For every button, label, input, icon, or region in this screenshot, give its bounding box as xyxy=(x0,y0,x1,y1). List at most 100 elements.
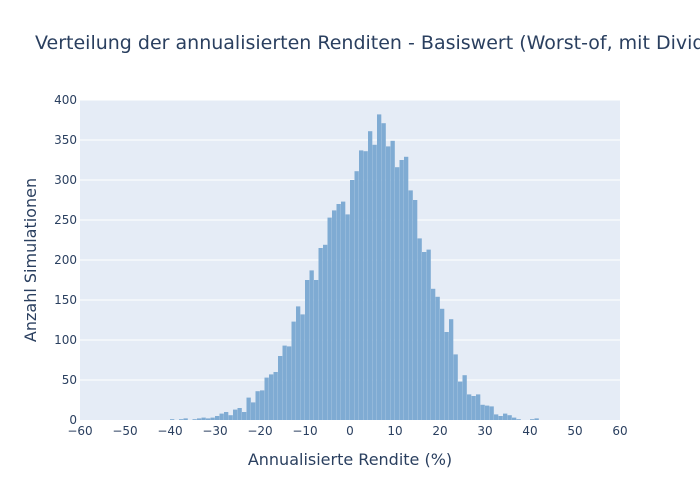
y-tick-label: 150 xyxy=(54,293,77,307)
histogram-bar xyxy=(354,171,359,420)
histogram-bar xyxy=(210,417,215,420)
histogram-bar xyxy=(179,419,184,420)
histogram-bar xyxy=(264,377,269,420)
histogram-bar xyxy=(390,140,395,421)
histogram-bar xyxy=(449,319,454,420)
y-tick-label: 400 xyxy=(54,93,77,107)
histogram-bar xyxy=(489,406,494,420)
x-tick-label: 10 xyxy=(387,424,402,438)
histogram-bar xyxy=(363,151,368,420)
histogram-bar xyxy=(507,415,512,420)
histogram-bar xyxy=(273,372,278,420)
histogram-bar xyxy=(341,201,346,420)
histogram-bar xyxy=(516,419,521,420)
x-tick-label: 0 xyxy=(346,424,354,438)
histogram-bar xyxy=(287,346,292,420)
histogram-bar xyxy=(503,413,508,420)
histogram-bar xyxy=(458,381,463,420)
histogram-bar xyxy=(480,404,485,420)
histogram-bar xyxy=(278,356,283,420)
y-tick-label: 200 xyxy=(54,253,77,267)
histogram-bar xyxy=(404,156,409,421)
histogram-bar xyxy=(359,150,364,420)
x-tick-label: −50 xyxy=(112,424,137,438)
x-tick-label: 60 xyxy=(612,424,627,438)
x-tick-label: −10 xyxy=(292,424,317,438)
histogram-bar xyxy=(345,214,350,420)
histogram-bar xyxy=(440,308,445,420)
histogram-bar xyxy=(444,332,449,420)
histogram-bar xyxy=(183,418,188,420)
histogram-bar xyxy=(332,210,337,420)
histogram-bar xyxy=(408,190,413,420)
histogram-bar xyxy=(323,244,328,420)
histogram-bar xyxy=(417,238,422,420)
histogram-bar xyxy=(494,414,499,420)
y-tick-label: 0 xyxy=(69,413,77,427)
chart-title: Verteilung der annualisierten Renditen -… xyxy=(35,32,700,54)
histogram-bar xyxy=(381,123,386,420)
histogram-bar xyxy=(422,252,427,420)
histogram-bar xyxy=(269,374,274,420)
histogram-bar xyxy=(372,144,377,421)
histogram-bar xyxy=(471,396,476,420)
histogram-bar xyxy=(291,321,296,420)
histogram-bar xyxy=(237,408,242,420)
histogram-bar xyxy=(485,405,490,420)
histogram-bar xyxy=(251,402,256,420)
histogram-bar xyxy=(413,200,418,420)
histogram-bar xyxy=(215,416,220,420)
x-tick-labels: −60 −50 −40 −30 −20 −10 0 10 20 30 40 50 60 xyxy=(67,424,627,438)
x-tick-label: 20 xyxy=(432,424,447,438)
y-tick-label: 50 xyxy=(62,373,77,387)
histogram-bar xyxy=(282,345,287,420)
histogram-bar xyxy=(197,418,202,420)
histogram-bar xyxy=(224,412,229,420)
histogram-bar xyxy=(453,354,458,420)
histogram-bar xyxy=(327,217,332,420)
histogram-bar xyxy=(219,413,224,420)
x-tick-label: 30 xyxy=(477,424,492,438)
bars xyxy=(170,114,539,421)
histogram-bar xyxy=(170,419,175,420)
x-axis-title: Annualisierte Rendite (%) xyxy=(248,450,452,469)
histogram-bar xyxy=(201,417,206,420)
histogram-bar xyxy=(246,397,251,420)
histogram-bar xyxy=(192,419,197,420)
histogram-bar xyxy=(305,280,310,420)
histogram-bar xyxy=(431,288,436,420)
histogram-bar xyxy=(534,418,539,420)
histogram-bar xyxy=(426,249,431,420)
x-tick-label: −60 xyxy=(67,424,92,438)
histogram-bar xyxy=(300,314,305,420)
histogram-bar xyxy=(296,306,301,420)
x-tick-label: −20 xyxy=(247,424,272,438)
x-tick-label: 40 xyxy=(522,424,537,438)
y-tick-label: 250 xyxy=(54,213,77,227)
histogram-bar xyxy=(260,390,265,420)
histogram-bar xyxy=(314,280,319,420)
histogram-bar xyxy=(309,270,314,420)
histogram-bar xyxy=(467,394,472,420)
histogram-bar xyxy=(368,131,373,420)
histogram-bar xyxy=(462,375,467,420)
x-tick-label: −40 xyxy=(157,424,182,438)
histogram-bar xyxy=(498,416,503,420)
histogram-bar xyxy=(242,412,247,420)
histogram-bar xyxy=(395,167,400,420)
x-tick-label: −30 xyxy=(202,424,227,438)
y-tick-labels: 0 50 100 150 200 250 300 350 400 xyxy=(54,93,77,427)
histogram-bar xyxy=(386,146,391,420)
histogram-bar xyxy=(206,418,211,420)
y-tick-label: 300 xyxy=(54,173,77,187)
histogram-bar xyxy=(476,394,481,420)
histogram-bar xyxy=(318,248,323,420)
histogram-bar xyxy=(336,204,341,420)
y-tick-label: 100 xyxy=(54,333,77,347)
histogram-bar xyxy=(350,180,355,420)
histogram-bar xyxy=(228,415,233,420)
histogram-bar xyxy=(399,160,404,420)
y-tick-label: 350 xyxy=(54,133,77,147)
y-axis-title: Anzahl Simulationen xyxy=(21,178,40,342)
